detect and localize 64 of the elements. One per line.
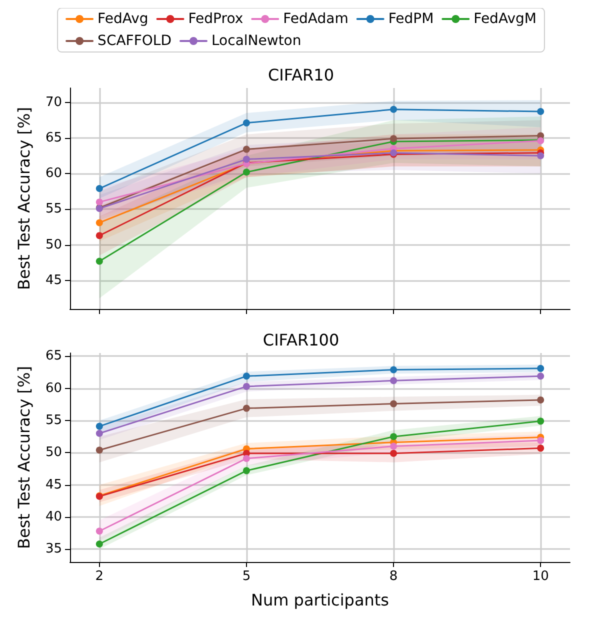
legend-label: SCAFFOLD (98, 33, 172, 49)
legend-label: FedAvg (98, 11, 148, 27)
y-tick-label: 70 (45, 94, 62, 110)
y-tick-label: 45 (45, 272, 62, 288)
point (96, 185, 103, 192)
y-tick-label: 65 (45, 130, 62, 146)
chart-title: CIFAR10 (268, 66, 334, 84)
y-tick-label: 60 (45, 166, 62, 182)
point (242, 146, 250, 153)
point (96, 219, 103, 226)
point (537, 444, 544, 452)
y-tick-label: 40 (45, 509, 62, 524)
point (242, 382, 250, 390)
point (537, 108, 544, 116)
point (242, 454, 250, 462)
point (242, 119, 250, 126)
x-axis-title: Num participants (251, 590, 389, 610)
y-tick-label: 60 (45, 380, 62, 396)
legend-label: FedAdam (283, 11, 348, 27)
y-tick-label: 55 (45, 202, 62, 217)
legend-label: FedPM (388, 11, 434, 27)
point (96, 198, 103, 206)
point (242, 168, 250, 176)
y-tick-label: 55 (45, 413, 62, 428)
point (96, 446, 103, 454)
point (242, 156, 250, 163)
y-tick-label: 35 (45, 542, 62, 557)
point (537, 396, 544, 404)
point (96, 232, 103, 240)
point (390, 366, 398, 374)
y-tick-label: 50 (45, 445, 62, 460)
point (242, 467, 250, 474)
point (96, 422, 103, 430)
legend-label: FedAvgM (474, 11, 536, 27)
x-tick-label: 10 (532, 569, 549, 584)
point (537, 152, 544, 160)
point (390, 450, 398, 457)
point (96, 258, 103, 265)
point (390, 135, 398, 142)
legend-label: FedProx (188, 11, 244, 27)
point (242, 404, 250, 412)
point (537, 372, 544, 380)
legend-label: LocalNewton (212, 33, 302, 49)
chart-title: CIFAR100 (262, 330, 340, 350)
y-tick-label: 45 (45, 477, 62, 492)
point (390, 106, 398, 113)
y-tick-label: 65 (45, 348, 62, 364)
point (390, 433, 398, 440)
point (390, 377, 398, 384)
point (537, 418, 544, 425)
point (96, 528, 103, 535)
y-tick-label: 50 (45, 237, 62, 252)
point (390, 400, 398, 408)
point (537, 436, 544, 444)
x-tick-label: 8 (389, 569, 398, 584)
x-tick-label: 2 (95, 569, 104, 584)
point (96, 430, 103, 437)
y-axis-title: Best Test Accuracy [%] (14, 107, 34, 290)
point (242, 372, 250, 380)
point (96, 540, 103, 548)
x-tick-label: 5 (242, 569, 251, 584)
y-axis-title: Best Test Accuracy [%] (14, 366, 34, 549)
point (390, 442, 398, 450)
point (537, 364, 544, 372)
